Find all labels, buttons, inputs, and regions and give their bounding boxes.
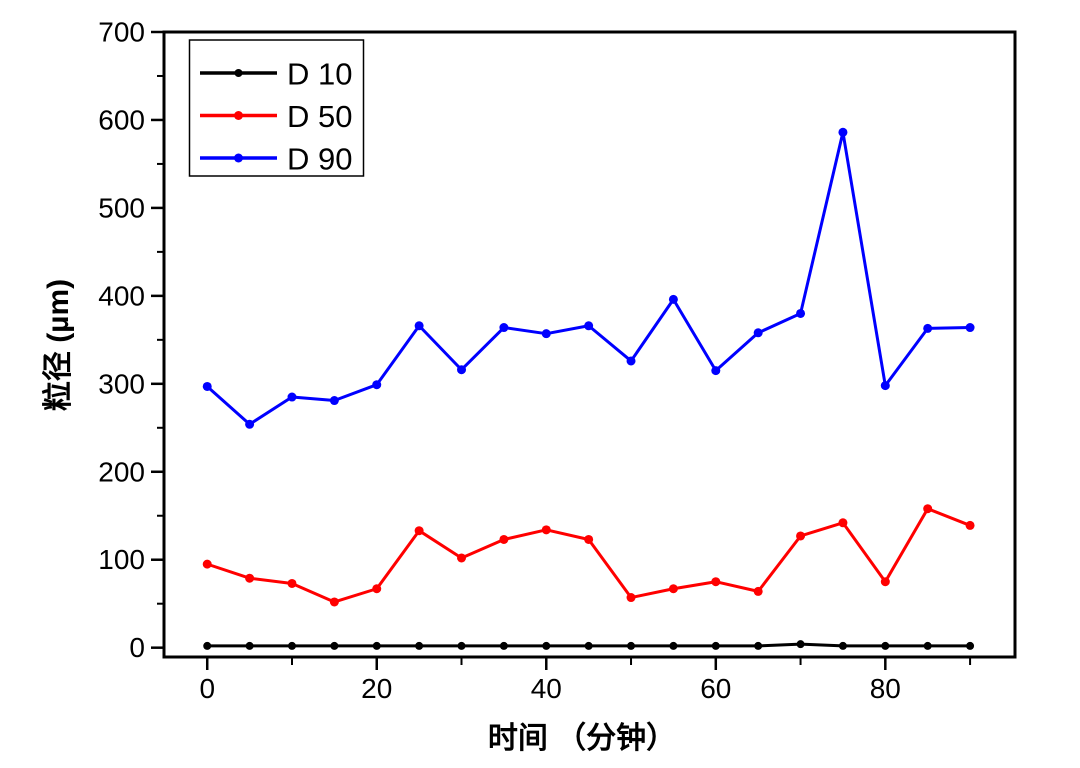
legend-label: D 90	[287, 142, 352, 177]
data-point-d10	[203, 641, 212, 650]
y-tick-label: 200	[98, 456, 145, 487]
data-point-d90	[329, 396, 339, 406]
data-point-d50	[457, 553, 467, 563]
y-tick-label: 700	[98, 17, 145, 48]
x-tick-label: 40	[531, 673, 562, 704]
data-point-d90	[202, 381, 212, 391]
data-point-d50	[923, 504, 933, 514]
data-point-d90	[711, 366, 721, 376]
data-point-d90	[584, 321, 594, 331]
data-point-d10	[287, 641, 296, 650]
data-point-d10	[457, 641, 466, 650]
data-point-d90	[838, 127, 848, 137]
series-line-d50	[206, 507, 971, 604]
y-tick-label: 300	[98, 368, 145, 399]
legend-label: D 10	[287, 57, 352, 92]
data-point-d10	[923, 641, 932, 650]
data-point-d10	[627, 641, 636, 650]
data-point-d10	[966, 641, 975, 650]
data-point-d50	[965, 520, 975, 530]
data-point-d90	[626, 356, 636, 366]
data-point-d90	[414, 321, 424, 331]
data-point-d90	[668, 294, 678, 304]
data-point-d10	[584, 641, 593, 650]
legend-marker	[234, 153, 243, 163]
legend-box	[188, 39, 365, 177]
data-point-d10	[415, 641, 424, 650]
data-point-d50	[753, 586, 763, 596]
y-tick-label: 100	[98, 544, 145, 575]
data-point-d90	[541, 329, 551, 339]
x-tick-label: 60	[700, 673, 731, 704]
plot-frame	[162, 30, 1017, 659]
data-point-d90	[499, 323, 509, 333]
y-tick-label: 600	[98, 104, 145, 135]
legend-label: D 50	[287, 99, 352, 134]
data-point-d90	[372, 380, 382, 390]
data-point-d10	[245, 641, 254, 650]
data-point-d90	[287, 392, 297, 402]
data-point-d10	[499, 641, 508, 650]
data-point-d50	[245, 573, 255, 583]
data-point-d50	[372, 584, 382, 594]
data-point-d50	[287, 578, 297, 588]
data-point-d50	[202, 559, 212, 569]
x-tick-label: 0	[199, 673, 215, 704]
data-point-d90	[923, 323, 933, 333]
x-axis-title: 时间 （分钟）	[488, 721, 676, 755]
data-point-d10	[838, 641, 847, 650]
data-point-d10	[881, 641, 890, 650]
data-point-d90	[965, 323, 975, 333]
legend-marker	[234, 69, 243, 77]
data-point-d50	[796, 531, 806, 541]
data-point-d90	[245, 419, 255, 429]
data-point-d50	[414, 526, 424, 536]
data-point-d90	[753, 328, 763, 338]
y-tick-label: 400	[98, 280, 145, 311]
y-tick-label: 0	[129, 632, 145, 663]
data-point-d50	[541, 525, 551, 535]
data-point-d50	[711, 577, 721, 587]
data-point-d90	[796, 308, 806, 318]
data-point-d10	[796, 640, 805, 649]
data-point-d90	[880, 381, 890, 391]
data-point-d10	[542, 641, 551, 650]
data-point-d10	[754, 641, 763, 650]
data-point-d50	[499, 534, 509, 544]
data-point-d10	[711, 641, 720, 650]
data-point-d90	[457, 365, 467, 375]
data-point-d50	[329, 597, 339, 607]
x-tick-label: 80	[870, 673, 901, 704]
data-point-d50	[880, 577, 890, 587]
legend-marker	[234, 111, 243, 120]
data-point-d50	[584, 534, 594, 544]
data-point-d10	[372, 641, 381, 650]
data-point-d50	[626, 593, 636, 603]
y-tick-label: 500	[98, 192, 145, 223]
data-point-d50	[838, 518, 848, 528]
x-tick-label: 20	[361, 673, 392, 704]
y-axis-title: 粒径 (µm)	[41, 279, 75, 411]
data-point-d10	[330, 641, 339, 650]
data-point-d50	[668, 584, 678, 594]
data-point-d10	[669, 641, 678, 650]
